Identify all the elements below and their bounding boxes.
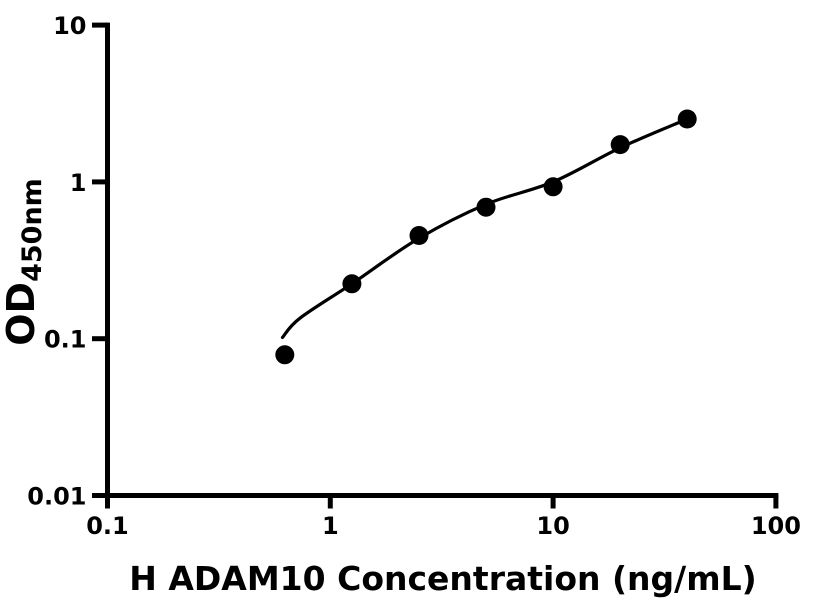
y-axis-title: OD450nm [0,178,48,346]
x-tick-label: 1 [322,512,339,540]
x-tick-label: 0.1 [86,512,129,540]
svg-text:OD450nm: OD450nm [0,178,48,346]
data-point [476,197,496,217]
x-tick-label: 100 [751,512,801,540]
x-tick-label: 10 [536,512,569,540]
data-point [677,109,697,129]
data-point [275,345,295,365]
data-point [543,177,563,197]
data-point [342,274,362,294]
x-axis-title: H ADAM10 Concentration (ng/mL) [129,559,756,598]
y-tick-label: 0.1 [44,326,87,354]
fit-curve [280,117,689,339]
data-point [409,226,429,245]
y-axis-title-subscript: 450nm [17,178,48,282]
y-tick-label: 10 [53,12,86,40]
y-axis-title-main: OD [0,282,43,346]
y-tick-label: 1 [70,169,87,197]
data-point [610,135,630,155]
y-tick-label: 0.01 [27,483,86,511]
